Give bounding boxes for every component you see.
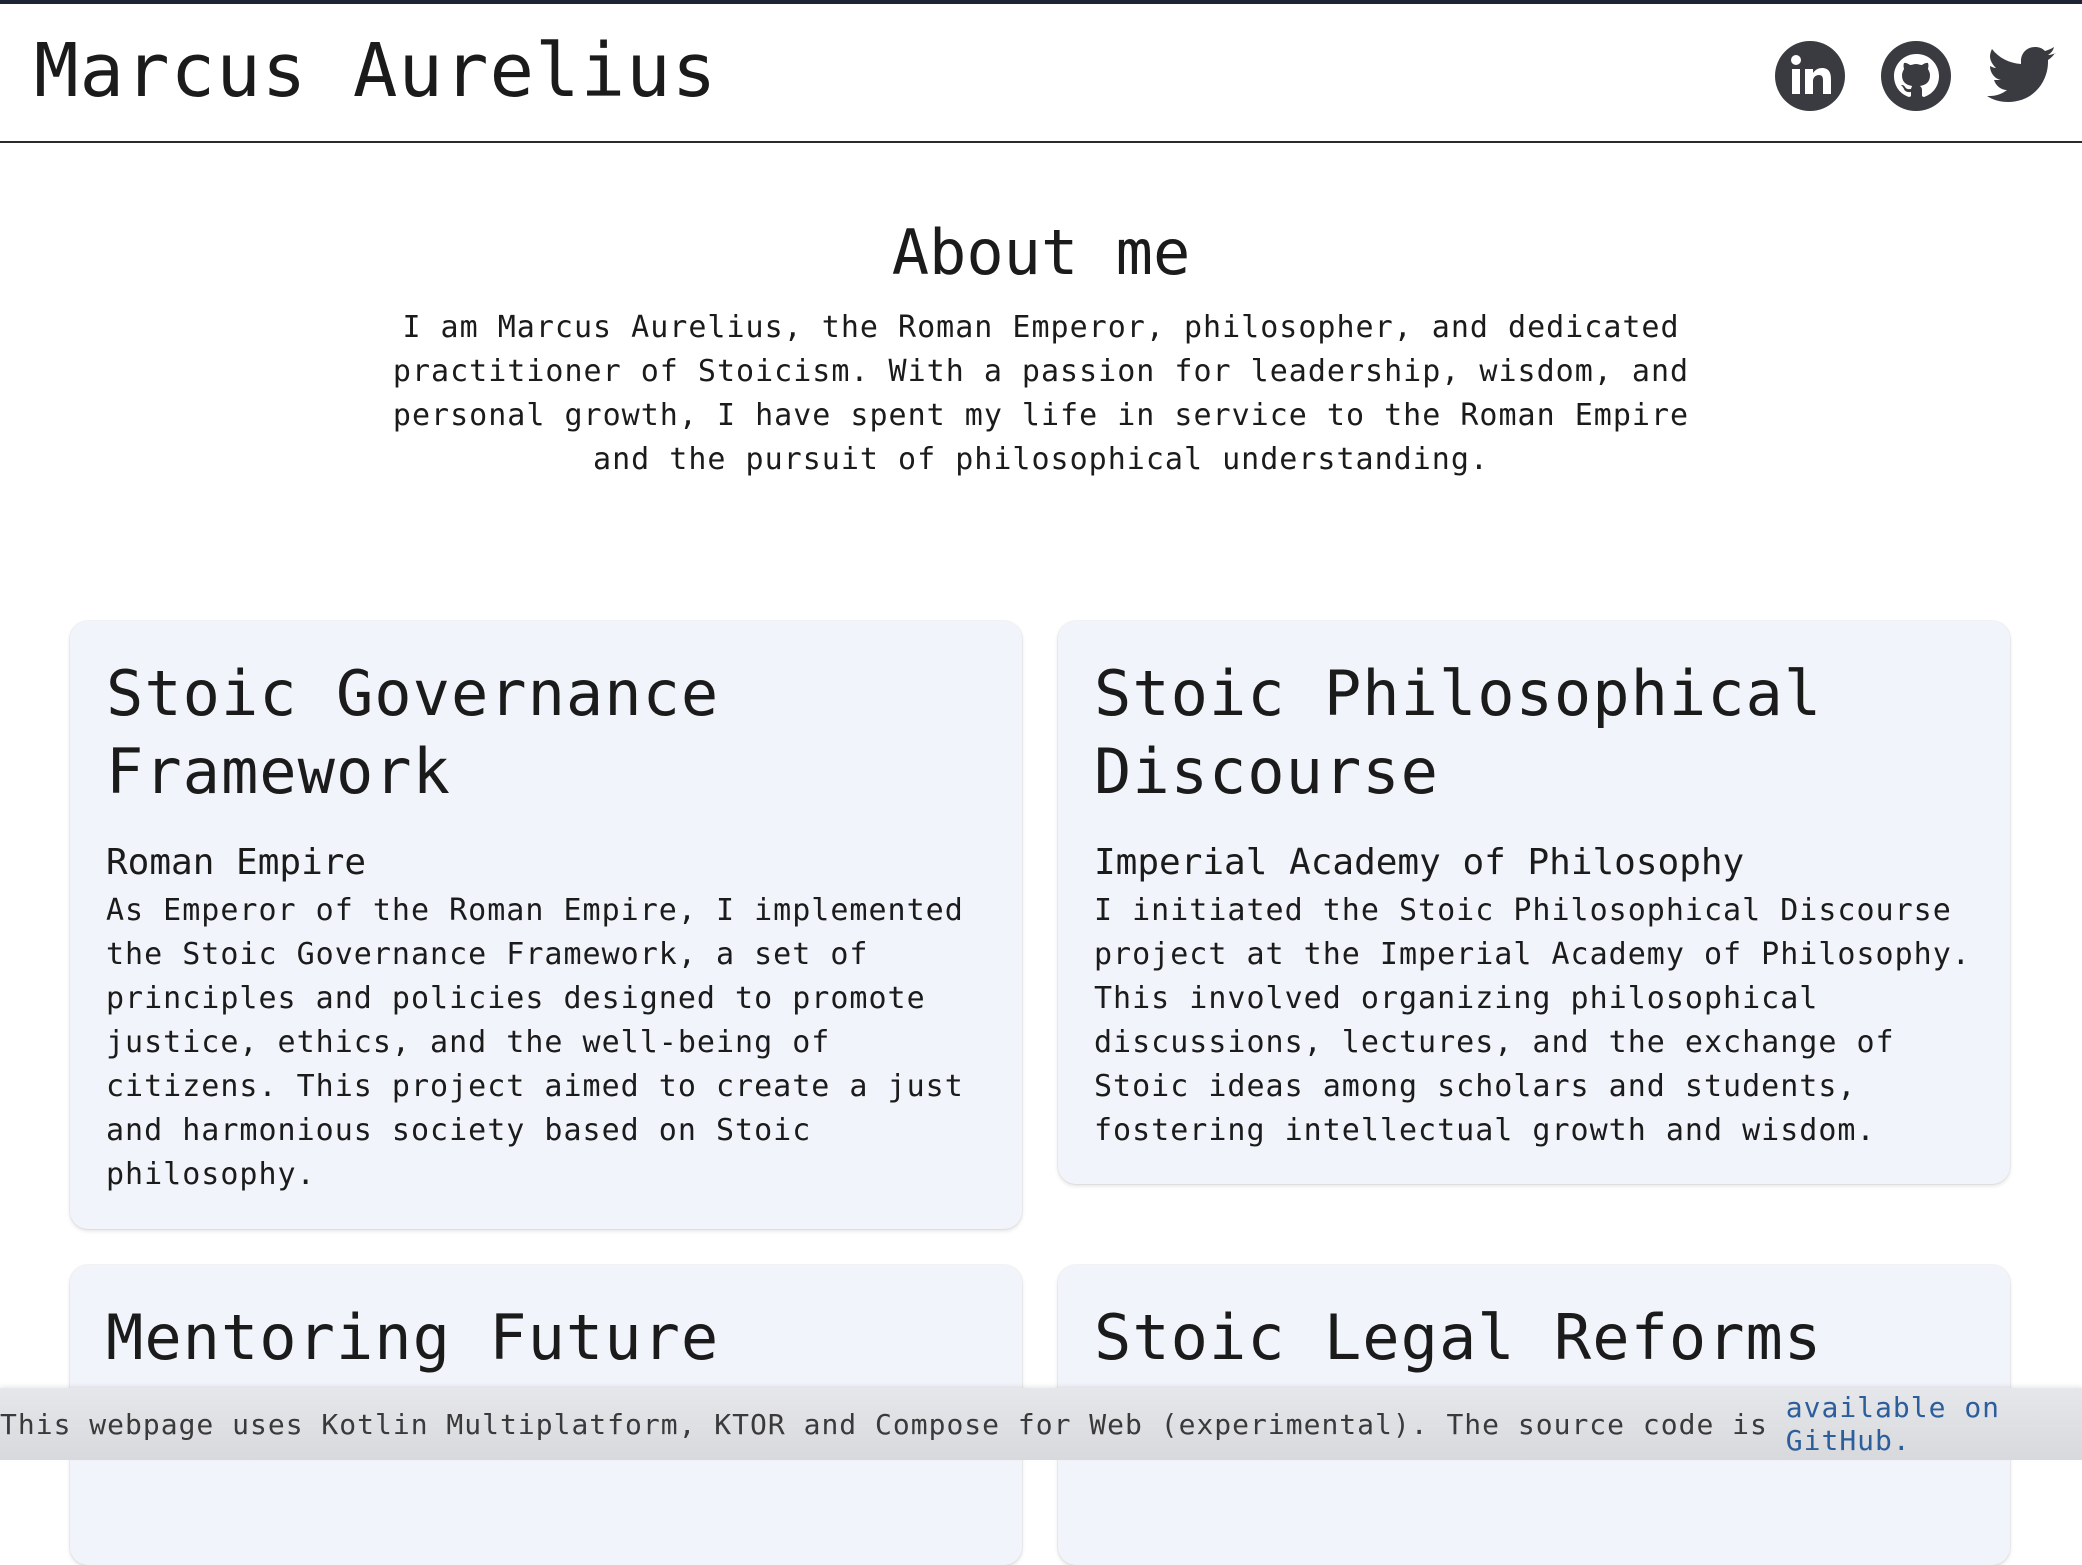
footer-text: This webpage uses Kotlin Multiplatform, … [0, 1407, 1786, 1441]
project-organization: Imperial Academy of Philosophy [1094, 842, 1745, 883]
linkedin-icon[interactable] [1774, 40, 1846, 112]
github-source-link[interactable]: available on GitHub. [1785, 1391, 2001, 1457]
twitter-icon[interactable] [1986, 40, 2058, 112]
project-card: Stoic Philosophical Discourse Imperial A… [1058, 621, 2010, 1184]
site-footer: This webpage uses Kotlin Multiplatform, … [0, 1388, 2082, 1460]
project-title: Stoic Philosophical Discourse [1094, 657, 1823, 808]
project-title: Mentoring Future [106, 1301, 720, 1374]
project-description: As Emperor of the Roman Empire, I implem… [106, 893, 964, 1192]
top-accent-bar [0, 0, 2082, 4]
about-heading: About me [891, 216, 1191, 289]
about-text: I am Marcus Aurelius, the Roman Emperor,… [392, 310, 1690, 477]
site-header: Marcus Aurelius [0, 4, 2082, 143]
project-description: I initiated the Stoic Philosophical Disc… [1094, 893, 1971, 1148]
project-card: Stoic Governance Framework Roman Empire … [70, 621, 1022, 1229]
project-title: Stoic Governance Framework [106, 657, 720, 808]
github-icon[interactable] [1880, 40, 1952, 112]
project-organization: Roman Empire [106, 842, 367, 883]
project-title: Stoic Legal Reforms [1094, 1301, 1823, 1374]
site-title: Marcus Aurelius [34, 28, 718, 114]
social-links [1774, 40, 2058, 112]
